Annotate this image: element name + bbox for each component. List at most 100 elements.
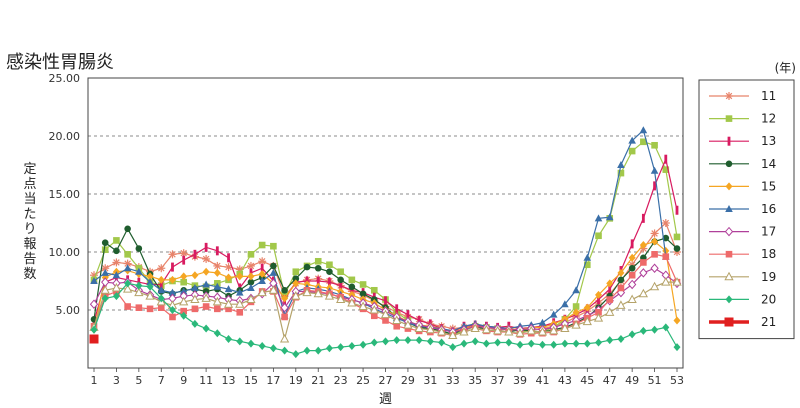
x-tick-label: 33 bbox=[446, 374, 460, 387]
x-tick-label: 1 bbox=[91, 374, 98, 387]
data-point bbox=[605, 307, 615, 316]
data-point bbox=[260, 263, 264, 273]
data-point bbox=[595, 338, 603, 347]
data-point bbox=[638, 288, 649, 298]
data-point bbox=[640, 138, 647, 146]
data-point bbox=[515, 328, 525, 337]
data-point bbox=[246, 294, 256, 304]
data-point bbox=[617, 268, 625, 277]
x-tick-label: 15 bbox=[244, 374, 258, 387]
data-point bbox=[436, 326, 447, 336]
data-point bbox=[348, 341, 356, 350]
data-point bbox=[159, 279, 163, 289]
x-tick-label: 19 bbox=[289, 374, 303, 387]
data-point bbox=[651, 237, 659, 246]
data-point bbox=[191, 283, 199, 291]
data-point bbox=[324, 291, 335, 300]
data-point bbox=[560, 323, 570, 333]
data-point bbox=[628, 271, 636, 279]
data-point bbox=[270, 262, 277, 270]
x-tick-label: 13 bbox=[222, 374, 236, 387]
data-point bbox=[202, 324, 210, 333]
data-point bbox=[280, 302, 289, 313]
data-point bbox=[268, 285, 279, 294]
data-point bbox=[358, 301, 368, 311]
data-point bbox=[292, 350, 300, 359]
y-tick-label: 10.00 bbox=[49, 246, 81, 259]
data-point bbox=[724, 226, 734, 237]
legend-label: 19 bbox=[761, 270, 776, 284]
data-point bbox=[481, 324, 492, 334]
data-point bbox=[725, 92, 733, 100]
legend-label: 18 bbox=[761, 247, 776, 261]
data-point bbox=[224, 285, 233, 293]
x-tick-label: 53 bbox=[670, 374, 684, 387]
series-16 bbox=[90, 126, 670, 334]
data-point bbox=[281, 313, 288, 321]
data-point bbox=[247, 283, 255, 291]
data-point bbox=[393, 322, 401, 330]
data-point bbox=[651, 141, 658, 149]
data-point bbox=[549, 325, 559, 335]
y-axis-label-char: 当 bbox=[23, 192, 36, 207]
data-point bbox=[204, 242, 208, 252]
data-point bbox=[325, 344, 333, 353]
data-point bbox=[350, 285, 354, 295]
x-tick-label: 3 bbox=[113, 374, 120, 387]
data-point bbox=[606, 336, 614, 345]
data-point bbox=[225, 273, 233, 282]
data-point bbox=[460, 339, 468, 348]
data-point bbox=[662, 253, 670, 260]
data-point bbox=[628, 147, 636, 155]
legend-label: 20 bbox=[761, 292, 776, 306]
legend-label: 14 bbox=[761, 157, 776, 171]
data-point bbox=[583, 253, 592, 261]
data-point bbox=[302, 287, 312, 297]
legend-item-21: 21 bbox=[709, 315, 776, 329]
data-point bbox=[124, 251, 131, 258]
data-point bbox=[595, 309, 602, 316]
data-point bbox=[291, 291, 301, 300]
x-tick-label: 11 bbox=[199, 374, 213, 387]
data-point bbox=[101, 268, 110, 276]
y-axis-label-char: た bbox=[23, 207, 36, 222]
data-point bbox=[561, 339, 569, 348]
data-point bbox=[135, 281, 143, 290]
legend-item-17: 17 bbox=[709, 225, 776, 239]
data-point bbox=[292, 279, 300, 288]
data-point bbox=[314, 264, 322, 272]
data-point bbox=[225, 305, 232, 313]
data-point bbox=[292, 275, 300, 282]
data-point bbox=[180, 311, 188, 320]
data-point bbox=[124, 279, 132, 288]
data-point bbox=[190, 294, 200, 304]
data-point bbox=[157, 304, 165, 311]
data-point bbox=[471, 337, 479, 346]
x-tick-label: 31 bbox=[423, 374, 437, 387]
data-point bbox=[639, 268, 648, 278]
data-point bbox=[605, 213, 614, 221]
data-point bbox=[247, 278, 255, 286]
legend-item-13: 13 bbox=[709, 134, 776, 148]
legend-label: 11 bbox=[761, 89, 776, 103]
data-point bbox=[100, 285, 110, 294]
data-point bbox=[608, 284, 612, 294]
legend-item-15: 15 bbox=[709, 179, 776, 193]
data-point bbox=[146, 282, 154, 291]
data-point bbox=[314, 346, 322, 355]
data-point bbox=[672, 277, 682, 286]
data-point bbox=[593, 313, 604, 322]
data-point bbox=[179, 296, 189, 306]
legend-label: 12 bbox=[761, 112, 776, 126]
data-point bbox=[168, 250, 177, 259]
data-point bbox=[113, 237, 120, 244]
data-point bbox=[384, 296, 387, 306]
data-point bbox=[182, 255, 186, 265]
data-point bbox=[595, 232, 602, 240]
series-18 bbox=[90, 251, 681, 339]
data-point bbox=[328, 277, 331, 287]
data-point bbox=[572, 339, 580, 348]
data-point bbox=[224, 263, 233, 272]
y-tick-label: 20.00 bbox=[49, 130, 81, 143]
